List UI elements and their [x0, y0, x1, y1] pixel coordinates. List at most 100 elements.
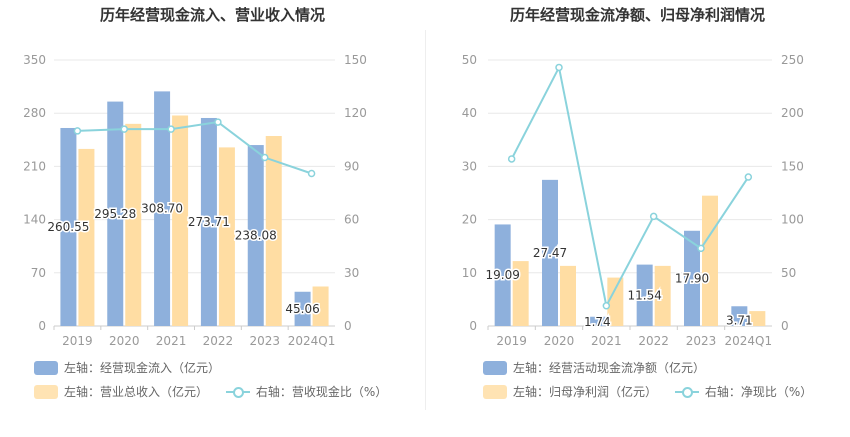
ratio-point [507, 155, 516, 163]
y-right-tick-label: 90 [344, 159, 359, 173]
legend-item-net-profit[interactable]: 左轴：归母净利润（亿元） [483, 383, 657, 400]
bar-data-label: 260.55 [47, 220, 89, 234]
bar-series-2 [218, 147, 235, 326]
ratio-point [307, 169, 316, 178]
legend-line-icon [225, 385, 250, 399]
legend-item-revenue[interactable]: 左轴：营业总收入（亿元） [34, 383, 208, 400]
bar-series-2 [265, 136, 282, 326]
x-tick-label: 2021 [156, 334, 187, 348]
bar-series-1 [60, 127, 77, 327]
bar-series-1 [107, 101, 124, 327]
bar-data-label: 273.71 [188, 215, 230, 229]
y-left-tick-label: 350 [23, 53, 46, 67]
netcash-profit-chart: 0 10 20 30 40 50 0 50 100 150 200 250 2019 2020 2021 20… [462, 53, 804, 348]
bar-data-label: 308.70 [141, 202, 183, 216]
y-right-tick-label: 30 [344, 266, 359, 280]
bar-series-2 [654, 265, 671, 326]
y-left-tick-label: 280 [23, 106, 46, 120]
y-right-tick-label: 120 [344, 106, 367, 120]
y-left-tick-label: 40 [462, 106, 477, 120]
y-right-tick-label: 50 [781, 266, 796, 280]
ratio-point [697, 244, 705, 253]
bar-data-label: 238.08 [235, 229, 277, 243]
y-left-tick-label: 10 [462, 266, 477, 280]
y-left-tick-label: 210 [23, 159, 46, 173]
y-right-tick-label: 150 [344, 53, 367, 67]
ratio-point [214, 118, 222, 126]
x-tick-label: 2024Q1 [725, 334, 773, 348]
y-right-tick-label: 0 [344, 319, 352, 333]
y-right-tick-label: 150 [781, 159, 804, 173]
bar-series-2 [560, 265, 576, 326]
legend-label: 右轴：净现比（%） [704, 385, 813, 399]
legend-line-icon [674, 385, 699, 399]
bar-data-label: 1.74 [584, 315, 611, 329]
bar-series-1 [589, 316, 606, 326]
bar-series-1 [636, 264, 653, 326]
x-tick-label: 2020 [109, 334, 140, 348]
x-tick-label: 2022 [638, 334, 669, 348]
legend-swatch [483, 360, 507, 375]
bar-data-label: 11.54 [627, 288, 661, 302]
x-tick-label: 2019 [496, 334, 527, 348]
bar-series-2 [172, 115, 189, 326]
bar-series-2 [749, 311, 766, 326]
bar-series-1 [731, 306, 748, 326]
legend-item-net-cashflow[interactable]: 左轴：经营活动现金流净额（亿元） [483, 359, 705, 376]
legend-label: 右轴：营收现金比（%） [255, 385, 388, 399]
y-left-tick-label: 20 [462, 213, 477, 227]
legend-item-cash-ratio[interactable]: 右轴：营收现金比（%） [225, 383, 388, 400]
bar-series-1 [542, 179, 558, 326]
legend-swatch [483, 384, 507, 399]
chart-title: 历年经营现金流入、营业收入情况 [99, 6, 325, 24]
bar-series-1 [494, 224, 511, 326]
x-tick-label: 2023 [686, 334, 717, 348]
ratio-point [555, 63, 563, 72]
cashflow-revenue-chart: 0 70 140 210 280 350 0 30 60 90 120 150 2019 2020 2021… [23, 53, 367, 348]
bar-series-2 [312, 286, 329, 326]
y-left-tick-label: 50 [462, 53, 477, 67]
bar-series-1 [200, 117, 217, 326]
x-tick-label: 2021 [591, 334, 622, 348]
bar-data-label: 3.71 [726, 313, 753, 327]
bar-series-2 [512, 261, 529, 326]
bar-series-1 [294, 291, 311, 326]
y-left-tick-label: 70 [31, 266, 46, 280]
bar-series-1 [154, 91, 171, 326]
bar-data-label: 19.09 [485, 268, 519, 282]
bar-data-label: 295.28 [94, 207, 136, 221]
bar-series-2 [125, 123, 142, 326]
legend-item-net-cash-ratio[interactable]: 右轴：净现比（%） [674, 383, 813, 400]
x-tick-label: 2024Q1 [288, 334, 336, 348]
bar-series-1 [247, 145, 264, 326]
chart-title: 历年经营现金流净额、归母净利润情况 [509, 6, 765, 24]
y-right-tick-label: 0 [781, 319, 789, 333]
y-left-tick-label: 140 [23, 213, 46, 227]
x-tick-label: 2019 [62, 334, 93, 348]
x-tick-label: 2022 [203, 334, 234, 348]
ratio-point [744, 173, 753, 181]
ratio-point [73, 127, 82, 135]
x-tick-label: 2023 [249, 334, 280, 348]
bar-data-label: 45.06 [285, 302, 319, 316]
netcash-profit-panel: 历年经营现金流净额、归母净利润情况 0 10 20 30 40 50 0 50 100 150 20… [425, 0, 850, 437]
bar-data-label: 27.47 [533, 246, 567, 260]
x-tick-label: 2020 [544, 334, 575, 348]
cashflow-revenue-panel: 历年经营现金流入、营业收入情况 0 70 140 210 280 350 0 30 60 90 12… [23, 6, 388, 400]
panel-divider [425, 30, 426, 410]
ratio-line [77, 121, 312, 175]
legend-label: 左轴：经营活动现金流净额（亿元） [513, 361, 706, 375]
bar-series-2 [607, 277, 624, 326]
legend-label: 左轴：经营现金流入（亿元） [64, 361, 221, 375]
legend-swatch [34, 384, 58, 399]
ratio-line [510, 64, 750, 309]
bar-series-2 [78, 148, 95, 326]
ratio-point [167, 125, 175, 133]
ratio-point [602, 302, 611, 310]
legend-item-cash-inflow[interactable]: 左轴：经营现金流入（亿元） [34, 359, 220, 376]
y-left-tick-label: 0 [38, 319, 46, 333]
y-right-tick-label: 100 [781, 213, 804, 227]
bar-data-label: 17.90 [675, 271, 709, 285]
bar-series-2 [702, 195, 718, 326]
